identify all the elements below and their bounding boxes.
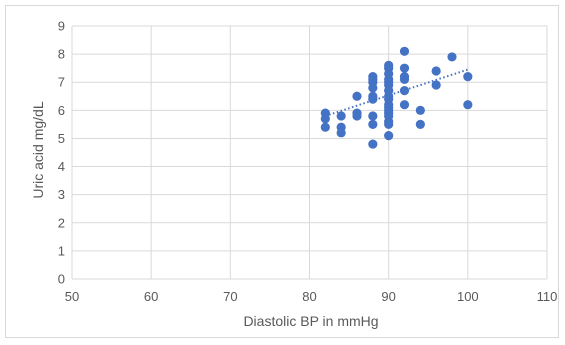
y-tick-label: 0 — [58, 272, 65, 287]
x-tick-label: 60 — [144, 289, 158, 304]
trendline — [325, 68, 469, 117]
data-point — [431, 80, 441, 90]
y-tick-label: 1 — [58, 243, 65, 258]
data-point — [415, 105, 425, 115]
y-tick-labels: 0 1 2 3 4 5 6 7 8 9 — [58, 19, 65, 287]
gridlines — [71, 25, 548, 280]
x-axis-title: Diastolic BP in mmHg — [243, 313, 378, 329]
y-tick-label: 6 — [58, 103, 65, 118]
data-point — [447, 52, 457, 62]
data-point — [336, 111, 346, 121]
data-point — [431, 66, 441, 76]
y-tick-label: 9 — [58, 19, 65, 34]
y-axis-title: Uric acid mg/dL — [30, 101, 46, 198]
data-point — [336, 128, 346, 138]
data-points — [320, 46, 473, 149]
trendline-group — [325, 68, 469, 117]
y-tick-label: 7 — [58, 75, 65, 90]
data-point — [320, 114, 330, 124]
data-point — [399, 63, 410, 73]
x-tick-label: 90 — [381, 289, 395, 304]
x-tick-labels: 50 60 70 80 90 100 110 — [65, 289, 558, 304]
data-point — [368, 83, 378, 93]
data-point — [399, 100, 410, 110]
data-point — [399, 46, 410, 56]
data-point — [352, 111, 362, 121]
data-point — [320, 122, 330, 132]
y-tick-label: 2 — [58, 215, 65, 230]
data-point — [399, 86, 410, 96]
chart-area — [5, 5, 559, 338]
data-point — [368, 111, 378, 121]
x-tick-label: 110 — [537, 289, 558, 304]
data-point — [463, 100, 473, 110]
data-point — [368, 139, 378, 149]
y-tick-label: 4 — [58, 159, 65, 174]
data-point — [384, 119, 394, 129]
x-tick-label: 70 — [223, 289, 237, 304]
y-tick-label: 8 — [58, 47, 65, 62]
data-point — [368, 94, 378, 104]
x-tick-label: 50 — [65, 289, 79, 304]
x-tick-label: 80 — [302, 289, 316, 304]
data-point — [463, 72, 473, 82]
data-point — [415, 119, 425, 129]
data-point — [384, 131, 394, 141]
data-point — [352, 91, 362, 101]
data-point — [399, 74, 410, 85]
y-tick-label: 5 — [58, 131, 65, 146]
data-point — [368, 119, 378, 129]
x-tick-label: 100 — [457, 289, 479, 304]
y-tick-label: 3 — [58, 187, 65, 202]
